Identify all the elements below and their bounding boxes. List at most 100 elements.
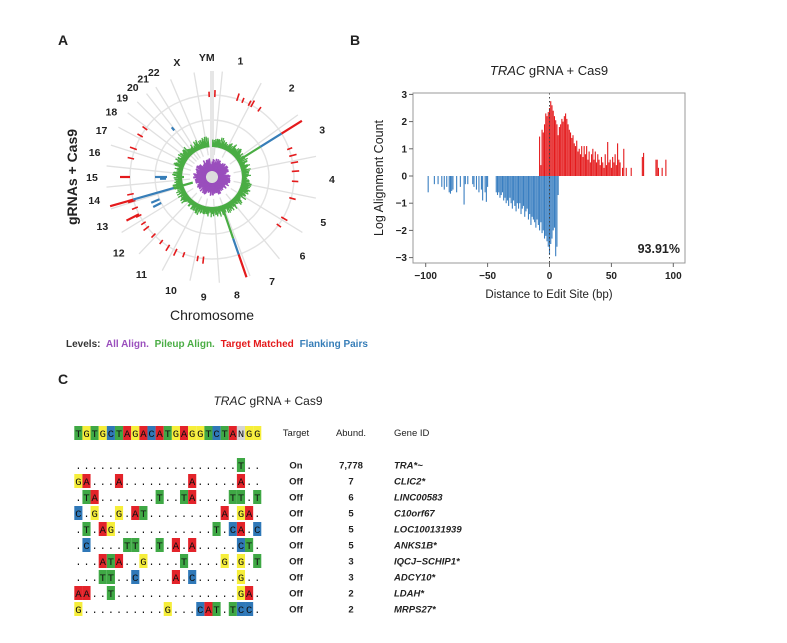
bar-positive bbox=[600, 156, 603, 176]
base-cell bbox=[171, 570, 180, 584]
bar-positive bbox=[612, 156, 614, 176]
pileup-bar bbox=[187, 148, 193, 155]
chart-axes: −100 −50 0 50 100 3 2 1 0 −1 −2 −3 bbox=[396, 90, 682, 282]
row-gene-id: LOC100131939 bbox=[394, 525, 462, 536]
bar-negative bbox=[510, 176, 512, 204]
bar-positive bbox=[588, 151, 590, 176]
pileup-bar bbox=[182, 152, 190, 159]
pileup-bar bbox=[200, 205, 204, 213]
bar-positive bbox=[589, 162, 591, 176]
base-cell bbox=[106, 522, 115, 536]
pileup-bar bbox=[241, 169, 250, 173]
x-tick-label: −100 bbox=[414, 271, 437, 282]
pileup-bar bbox=[233, 197, 242, 206]
pileup-bar bbox=[194, 139, 201, 150]
pileup-bar bbox=[197, 140, 203, 150]
target-matched-mark bbox=[127, 199, 136, 204]
pileup-bar bbox=[176, 188, 185, 194]
base-cell bbox=[171, 538, 180, 552]
row-gene-id: LDAH* bbox=[394, 589, 425, 600]
row-abundance: 3 bbox=[348, 573, 353, 584]
row-target: Off bbox=[289, 605, 304, 616]
bar-negative bbox=[542, 176, 544, 231]
row-gene-id: LINC00583 bbox=[394, 493, 443, 504]
pileup-bar bbox=[176, 190, 186, 196]
row-sequence: ...TT..C....A.C.....G.. bbox=[75, 573, 260, 585]
bar-positive bbox=[574, 146, 577, 176]
bar-negative bbox=[475, 176, 478, 190]
pileup-bar bbox=[203, 138, 207, 148]
base-cell bbox=[245, 586, 254, 600]
base-cell bbox=[188, 426, 197, 440]
bar-negative bbox=[526, 176, 528, 209]
bar-negative bbox=[551, 176, 553, 239]
base-cell bbox=[106, 426, 115, 440]
bar-positive bbox=[595, 162, 598, 176]
bar-negative bbox=[443, 176, 445, 190]
bar-positive bbox=[560, 124, 562, 176]
bar-negative bbox=[509, 176, 511, 198]
legend-target-matched: Target Matched bbox=[221, 339, 294, 350]
pileup-bar bbox=[183, 146, 192, 156]
row-abundance: 3 bbox=[348, 557, 353, 568]
bar-negative bbox=[482, 176, 484, 201]
bar-negative bbox=[529, 176, 531, 215]
pileup-bar bbox=[230, 148, 237, 155]
pileup-bar bbox=[203, 136, 208, 148]
target-matched-mark bbox=[140, 221, 147, 226]
bar-positive bbox=[613, 162, 615, 176]
bar-positive bbox=[547, 112, 549, 176]
pileup-bar bbox=[216, 138, 220, 148]
base-cell bbox=[228, 490, 237, 504]
pileup-bar bbox=[172, 173, 183, 176]
chromosome-label: 9 bbox=[201, 292, 207, 304]
pileup-bar bbox=[174, 180, 183, 184]
pileup-bar bbox=[229, 200, 235, 208]
bar-negative bbox=[503, 176, 505, 201]
pileup-bar bbox=[214, 206, 217, 216]
header-abund: Abund. bbox=[336, 428, 366, 439]
chromosome-label: 5 bbox=[320, 217, 326, 229]
pileup-bar bbox=[189, 144, 196, 153]
pileup-bar bbox=[224, 203, 229, 211]
bar-positive bbox=[562, 121, 564, 176]
bar-negative bbox=[499, 176, 501, 198]
pileup-bar bbox=[240, 165, 249, 169]
base-cell bbox=[253, 522, 262, 536]
bar-positive bbox=[597, 154, 599, 176]
pileup-bar bbox=[215, 206, 218, 215]
chromosome-label: 4 bbox=[329, 174, 335, 186]
base-cell bbox=[236, 538, 246, 552]
pileup-bar bbox=[186, 148, 193, 156]
bar-positive bbox=[591, 154, 593, 176]
bar-positive bbox=[656, 159, 658, 176]
base-cell bbox=[188, 538, 197, 552]
chromosome-label: 1 bbox=[237, 55, 243, 67]
bar-positive bbox=[603, 167, 605, 176]
pileup-bar bbox=[173, 171, 183, 174]
bar-positive bbox=[609, 159, 611, 176]
pileup-bar bbox=[239, 188, 247, 193]
y-axis-label: Log Alignment Count bbox=[372, 119, 386, 236]
base-cell bbox=[196, 602, 205, 616]
pileup-bar bbox=[228, 145, 234, 153]
bar-negative bbox=[511, 176, 513, 209]
base-cell bbox=[74, 474, 83, 488]
pileup-bar bbox=[226, 143, 232, 152]
all-align-bar bbox=[209, 163, 213, 172]
pileup-bar bbox=[241, 182, 249, 186]
bar-positive bbox=[605, 165, 607, 176]
pileup-bar bbox=[207, 137, 210, 148]
base-cell bbox=[74, 586, 83, 600]
target-matched-mark bbox=[290, 161, 299, 164]
bar-positive bbox=[614, 154, 616, 176]
base-cell bbox=[179, 426, 189, 440]
pileup-bar bbox=[233, 196, 240, 202]
bar-negative bbox=[522, 176, 525, 206]
feature-line bbox=[125, 213, 140, 222]
pileup-bar bbox=[208, 206, 211, 214]
bar-negative bbox=[485, 176, 487, 202]
y-tick-label: 2 bbox=[401, 117, 407, 128]
base-cell bbox=[245, 506, 254, 520]
pileup-bar bbox=[173, 163, 184, 168]
